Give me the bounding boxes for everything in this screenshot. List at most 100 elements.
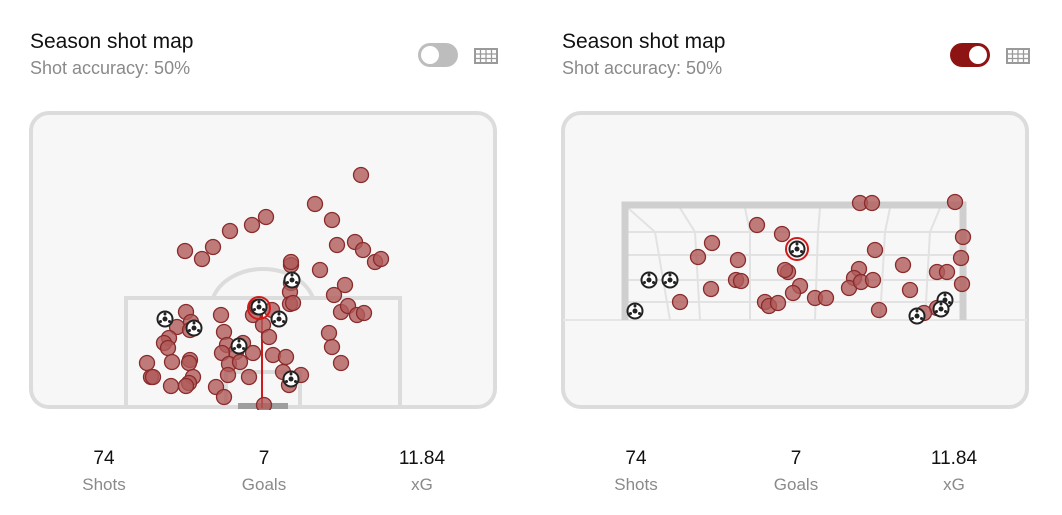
stat-value: 74 [93, 448, 115, 469]
toggle-knob [421, 46, 439, 64]
shot-marker[interactable] [671, 293, 689, 311]
football-icon[interactable] [156, 310, 174, 328]
shot-marker[interactable] [748, 216, 766, 234]
football-icon[interactable] [908, 307, 926, 325]
shot-marker[interactable] [953, 275, 971, 293]
shot-marker[interactable] [354, 241, 372, 259]
shot-marker[interactable] [870, 301, 888, 319]
shot-marker[interactable] [776, 261, 794, 279]
football-icon[interactable] [230, 337, 248, 355]
shot-marker[interactable] [323, 338, 341, 356]
goal-view-toggle[interactable] [418, 43, 458, 67]
shot-marker[interactable] [864, 271, 882, 289]
goal-shot-map [560, 110, 1030, 410]
football-icon[interactable] [932, 300, 950, 318]
football-icon[interactable] [282, 370, 300, 388]
stat-value: 74 [625, 448, 647, 469]
stat-label: Goals [773, 475, 819, 494]
selected-shot-ring [785, 237, 809, 261]
stat-xg: 11.84 xG [894, 448, 1014, 495]
shot-marker[interactable] [306, 195, 324, 213]
shot-marker[interactable] [784, 284, 802, 302]
football-icon[interactable] [185, 319, 203, 337]
shot-marker[interactable] [372, 250, 390, 268]
shot-marker[interactable] [159, 339, 177, 357]
shot-accuracy: Shot accuracy: 50% [562, 58, 723, 78]
goal-net-icon[interactable] [1005, 46, 1031, 66]
shot-marker[interactable] [703, 234, 721, 252]
shot-marker[interactable] [938, 263, 956, 281]
shot-marker[interactable] [212, 306, 230, 324]
shot-marker[interactable] [243, 216, 261, 234]
goal-view-toggle[interactable] [950, 43, 990, 67]
shot-marker[interactable] [689, 248, 707, 266]
football-icon[interactable] [270, 310, 288, 328]
stat-goals: 7 Goals [736, 448, 856, 495]
shot-marker[interactable] [244, 344, 262, 362]
shot-marker[interactable] [162, 377, 180, 395]
panel-title: Season shot map [562, 30, 726, 53]
shot-map-panel-pitch: Season shot map Shot accuracy: 50% 74 Sh… [28, 0, 528, 515]
shot-marker[interactable] [866, 241, 884, 259]
shot-marker[interactable] [260, 328, 278, 346]
shot-marker[interactable] [284, 294, 302, 312]
shot-marker[interactable] [352, 166, 370, 184]
goal-net-icon[interactable] [473, 46, 499, 66]
shot-marker[interactable] [255, 396, 273, 414]
shot-marker[interactable] [863, 194, 881, 212]
shot-marker[interactable] [952, 249, 970, 267]
stat-label: Shots [614, 475, 658, 494]
stats-row: 74 Shots 7 Goals 11.84 xG [560, 448, 1030, 508]
shot-marker[interactable] [180, 354, 198, 372]
shot-marker[interactable] [204, 238, 222, 256]
shot-marker[interactable] [817, 289, 835, 307]
shot-marker[interactable] [277, 348, 295, 366]
shot-marker[interactable] [257, 208, 275, 226]
shot-marker[interactable] [769, 294, 787, 312]
stat-label: xG [411, 475, 433, 494]
stat-xg: 11.84 xG [362, 448, 482, 495]
football-icon[interactable] [283, 271, 301, 289]
shot-marker[interactable] [320, 324, 338, 342]
shot-marker[interactable] [311, 261, 329, 279]
shot-map-panel-goal: Season shot map Shot accuracy: 50% [560, 0, 1060, 515]
shot-marker[interactable] [355, 304, 373, 322]
shot-marker[interactable] [163, 353, 181, 371]
football-icon[interactable] [788, 240, 806, 258]
stat-label: Shots [82, 475, 126, 494]
shot-marker[interactable] [773, 225, 791, 243]
shot-marker[interactable] [954, 228, 972, 246]
shot-marker[interactable] [732, 272, 750, 290]
shot-marker[interactable] [332, 354, 350, 372]
football-icon[interactable] [626, 302, 644, 320]
shot-marker[interactable] [328, 236, 346, 254]
pitch-svg [29, 111, 497, 414]
shot-marker[interactable] [177, 377, 195, 395]
pitch-shot-map [28, 110, 498, 414]
shot-marker[interactable] [231, 353, 249, 371]
toggle-knob [969, 46, 987, 64]
shot-marker[interactable] [138, 354, 156, 372]
shot-marker[interactable] [221, 222, 239, 240]
shot-marker[interactable] [325, 286, 343, 304]
shot-marker[interactable] [336, 276, 354, 294]
shot-marker[interactable] [729, 251, 747, 269]
shot-marker[interactable] [215, 388, 233, 406]
panel-title: Season shot map [30, 30, 194, 53]
football-icon[interactable] [250, 298, 268, 316]
shot-marker[interactable] [702, 280, 720, 298]
shot-marker[interactable] [894, 256, 912, 274]
football-icon[interactable] [661, 271, 679, 289]
shot-marker[interactable] [901, 281, 919, 299]
football-icon[interactable] [640, 271, 658, 289]
shot-marker[interactable] [144, 368, 162, 386]
shot-marker[interactable] [282, 253, 300, 271]
shot-marker[interactable] [219, 366, 237, 384]
shot-marker[interactable] [946, 193, 964, 211]
shot-marker[interactable] [176, 242, 194, 260]
shot-marker[interactable] [240, 368, 258, 386]
stat-label: xG [943, 475, 965, 494]
stat-label: Goals [241, 475, 287, 494]
shot-marker[interactable] [193, 250, 211, 268]
shot-marker[interactable] [323, 211, 341, 229]
